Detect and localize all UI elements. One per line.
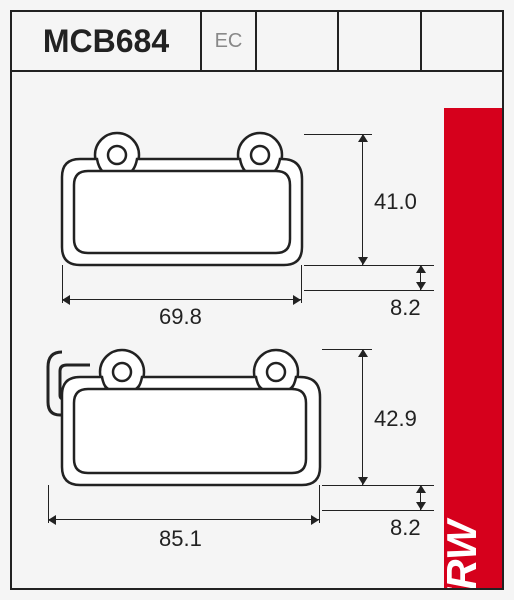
dim-pad1-thick: [420, 265, 421, 290]
brake-pad-bottom: [32, 317, 342, 502]
dim-label-pad2-height: 42.9: [374, 406, 417, 432]
dim-pad2-height: [362, 349, 363, 485]
dim-pad1-height: [362, 134, 363, 265]
dim-label-pad1-height: 41.0: [374, 189, 417, 215]
dim-pad2-thick: [420, 485, 421, 510]
diagram-content: 41.0 8.2 69.8 42.9 8.2 85.1 TRW: [12, 72, 502, 588]
ext-line: [304, 265, 434, 266]
part-number: MCB684: [43, 23, 169, 60]
svg-text:TRW: TRW: [444, 517, 485, 588]
ext-line: [319, 485, 320, 523]
dim-label-pad1-width: 69.8: [159, 304, 202, 330]
variant-label: EC: [215, 30, 243, 53]
header-empty-1: [257, 12, 339, 70]
ext-line: [322, 510, 434, 511]
header-empty-2: [339, 12, 421, 70]
dim-pad2-width: [48, 519, 319, 520]
header: MCB684 EC: [12, 12, 502, 72]
dim-pad1-width: [62, 299, 301, 300]
ext-line: [301, 265, 302, 303]
brake-pad-top: [42, 107, 332, 277]
ext-line: [304, 290, 434, 291]
header-empty-3: [422, 12, 502, 70]
dim-label-pad1-thick: 8.2: [390, 295, 421, 321]
diagram-frame: MCB684 EC: [10, 10, 504, 590]
dim-label-pad2-width: 85.1: [159, 526, 202, 552]
part-number-cell: MCB684: [12, 12, 202, 70]
dim-label-pad2-thick: 8.2: [390, 515, 421, 541]
variant-cell: EC: [202, 12, 257, 70]
brand-logo: TRW: [444, 108, 502, 588]
